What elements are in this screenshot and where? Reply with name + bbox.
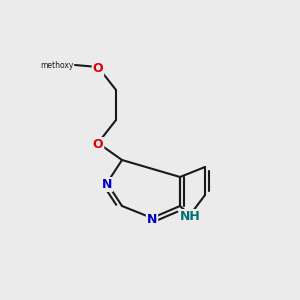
Text: methoxy: methoxy bbox=[40, 61, 74, 70]
Text: N: N bbox=[102, 178, 112, 191]
Text: NH: NH bbox=[180, 210, 200, 223]
Text: O: O bbox=[93, 62, 103, 75]
Text: N: N bbox=[147, 213, 157, 226]
Text: O: O bbox=[93, 138, 103, 151]
